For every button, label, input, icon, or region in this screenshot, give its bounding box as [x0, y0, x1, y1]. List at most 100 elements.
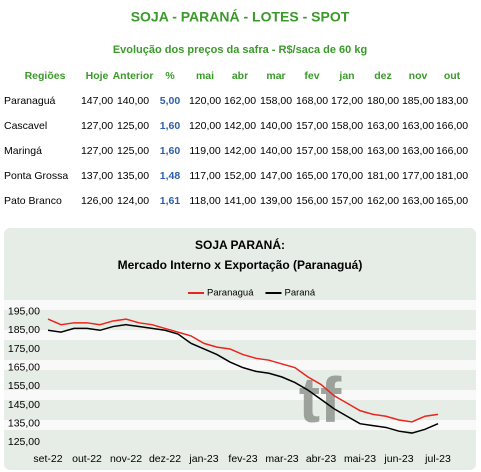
cell: 158,00 — [260, 95, 292, 107]
x-tick-label: mar-23 — [265, 453, 298, 465]
line-series — [47, 318, 439, 423]
cell: 163,00 — [402, 145, 434, 157]
column-header: abr — [232, 70, 248, 82]
cell: 163,00 — [367, 120, 399, 132]
cell: 1,60 — [160, 120, 181, 132]
chart-subtitle: Mercado Interno x Exportação (Paranaguá) — [118, 258, 363, 272]
cell: 162,00 — [367, 195, 399, 207]
line-series — [47, 323, 439, 434]
column-header: % — [165, 70, 175, 82]
x-tick-label: jan-23 — [188, 453, 218, 465]
x-tick-label: out-22 — [72, 453, 102, 465]
cell: 181,00 — [367, 170, 399, 182]
cell: 147,00 — [81, 95, 113, 107]
cell: 126,00 — [81, 195, 113, 207]
cell: 125,00 — [117, 120, 149, 132]
legend-label: Paranaguá — [207, 288, 254, 299]
y-tick-label: 185,00 — [8, 324, 40, 336]
cell: 1,60 — [160, 145, 181, 157]
cell: 177,00 — [402, 170, 434, 182]
cell: 181,00 — [436, 170, 468, 182]
y-tick-label: 135,00 — [8, 417, 40, 429]
x-tick-label: jul-23 — [424, 453, 451, 465]
row-label: Cascavel — [4, 120, 47, 132]
y-tick-label: 165,00 — [8, 361, 40, 373]
cell: 183,00 — [436, 95, 468, 107]
cell: 163,00 — [402, 120, 434, 132]
cell: 127,00 — [81, 120, 113, 132]
legend-label: Paraná — [284, 288, 315, 299]
cell: 157,00 — [296, 120, 328, 132]
y-tick-label: 125,00 — [8, 436, 40, 448]
cell: 1,48 — [160, 170, 181, 182]
column-header: mai — [196, 70, 214, 82]
x-tick-label: dez-22 — [149, 453, 181, 465]
cell: 140,00 — [117, 95, 149, 107]
cell: 119,00 — [189, 145, 220, 157]
cell: 157,00 — [331, 195, 363, 207]
cell: 5,00 — [160, 95, 181, 107]
x-tick-label: fev-23 — [228, 453, 257, 465]
cell: 139,00 — [260, 195, 292, 207]
cell: 117,00 — [189, 170, 220, 182]
y-tick-label: 145,00 — [8, 399, 40, 411]
row-label: Pato Branco — [4, 195, 62, 207]
cell: 120,00 — [189, 120, 221, 132]
row-label: Maringá — [4, 145, 42, 157]
column-header: nov — [409, 70, 428, 82]
cell: 170,00 — [331, 170, 363, 182]
x-tick-label: set-22 — [33, 453, 62, 465]
y-tick-label: 155,00 — [8, 380, 40, 392]
column-header: Hoje — [86, 70, 109, 82]
column-header: dez — [374, 70, 392, 82]
cell: 147,00 — [260, 170, 292, 182]
cell: 163,00 — [402, 195, 434, 207]
cell: 127,00 — [81, 145, 113, 157]
cell: 165,00 — [296, 170, 328, 182]
cell: 158,00 — [331, 120, 363, 132]
cell: 172,00 — [331, 95, 363, 107]
cell: 162,00 — [224, 95, 256, 107]
cell: 140,00 — [260, 145, 292, 157]
cell: 125,00 — [117, 145, 149, 157]
chart-title: SOJA PARANÁ: — [195, 237, 285, 252]
cell: 156,00 — [296, 195, 328, 207]
column-header: mar — [266, 70, 285, 82]
cell: 141,00 — [224, 195, 256, 207]
cell: 157,00 — [296, 145, 328, 157]
y-tick-label: 175,00 — [8, 343, 40, 355]
column-header: fev — [304, 70, 319, 82]
cell: 152,00 — [224, 170, 256, 182]
row-label: Paranaguá — [4, 95, 56, 107]
cell: 1,61 — [160, 195, 181, 207]
cell: 166,00 — [436, 145, 468, 157]
cell: 168,00 — [296, 95, 328, 107]
row-label: Ponta Grossa — [4, 170, 68, 182]
x-tick-label: abr-23 — [306, 453, 337, 465]
cell: 142,00 — [224, 145, 256, 157]
table-title: SOJA - PARANÁ - LOTES - SPOT — [131, 9, 350, 25]
cell: 165,00 — [436, 195, 468, 207]
cell: 140,00 — [260, 120, 292, 132]
cell: 158,00 — [331, 145, 363, 157]
x-tick-label: jun-23 — [383, 453, 413, 465]
cell: 137,00 — [81, 170, 113, 182]
column-header: Regiões — [25, 70, 66, 82]
column-header: out — [444, 70, 461, 82]
cell: 135,00 — [117, 170, 149, 182]
x-tick-label: mai-23 — [344, 453, 376, 465]
cell: 118,00 — [189, 195, 220, 207]
table-subtitle: Evolução dos preços da safra - R$/saca d… — [113, 44, 367, 56]
cell: 142,00 — [224, 120, 256, 132]
column-header: Anterior — [113, 70, 154, 82]
x-tick-label: nov-22 — [110, 453, 142, 465]
cell: 120,00 — [189, 95, 221, 107]
y-tick-label: 195,00 — [8, 305, 40, 317]
cell: 180,00 — [367, 95, 399, 107]
cell: 185,00 — [402, 95, 434, 107]
column-header: jan — [338, 70, 354, 82]
cell: 124,00 — [117, 195, 149, 207]
cell: 163,00 — [367, 145, 399, 157]
cell: 166,00 — [436, 120, 468, 132]
